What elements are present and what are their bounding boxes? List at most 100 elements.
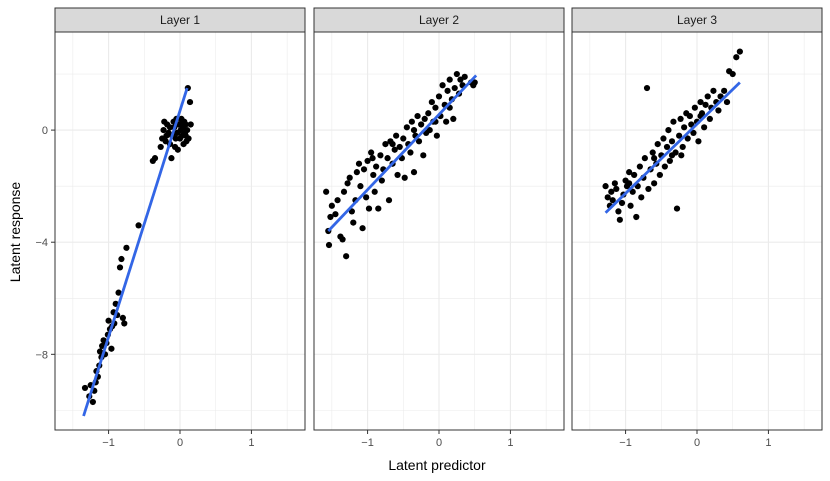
data-point [382,141,389,148]
data-point [660,135,667,142]
data-point [629,188,636,195]
data-point [723,98,731,106]
data-point [451,84,458,92]
data-point [364,157,371,165]
data-point [377,152,384,159]
data-point [332,211,339,218]
data-point [444,87,451,94]
data-point [626,169,633,176]
y-tick-label: −8 [35,349,48,361]
x-tick-label: −1 [361,437,374,449]
data-point [323,188,330,195]
data-point [688,121,695,128]
data-point [135,222,142,229]
data-point [396,143,403,151]
data-point [729,70,736,78]
data-point [353,169,360,176]
data-point [187,121,194,128]
data-point [636,163,643,170]
data-point [604,194,611,201]
data-point [706,115,713,122]
data-point [613,185,620,193]
data-point [432,104,439,111]
data-point [611,180,618,187]
data-point [384,155,391,162]
data-point [350,219,357,226]
data-point [690,129,697,136]
data-point [365,205,373,212]
data-point [407,149,414,156]
data-point [439,82,446,89]
data-point [160,127,167,134]
data-point [410,169,418,176]
data-point [471,79,478,86]
data-point [81,384,89,392]
data-point [369,155,376,162]
data-point [616,216,623,223]
data-point [115,289,122,296]
data-point [631,171,638,179]
data-point [340,188,348,195]
data-point [686,112,693,120]
data-point [665,127,672,134]
data-point [691,104,698,111]
data-point [186,98,194,106]
data-point [679,143,686,151]
data-point [96,348,104,355]
data-point [426,127,433,134]
data-point [370,171,377,179]
data-point [710,87,717,94]
data-point [618,199,626,207]
fit-line [604,81,741,214]
data-point [428,98,435,106]
y-axis-title: Latent response [7,182,23,283]
data-point [121,320,128,327]
data-point [355,160,363,167]
data-point [684,135,691,142]
data-point [89,398,96,406]
data-point [408,118,415,125]
data-point [363,194,370,201]
data-point [666,157,673,165]
data-point [357,183,364,190]
data-point [626,180,633,187]
data-point [643,84,651,92]
data-point [172,135,179,142]
data-point [651,180,658,187]
data-point [157,143,164,151]
y-tick-label: 0 [42,125,48,137]
data-point [654,141,661,148]
data-point [418,121,425,128]
data-point [715,107,722,114]
data-point [168,155,175,162]
facet-panel-2: Layer 2 [313,7,565,431]
data-point [325,241,333,249]
data-point [609,197,616,204]
data-point [677,115,684,122]
facets-layer: Layer 1 Layer 2 Layer 3 [54,7,823,431]
x-tick-label: 0 [694,437,700,449]
data-point [446,76,453,83]
data-point [608,188,615,195]
data-point [450,115,457,122]
data-point [171,143,179,151]
data-point [678,152,685,159]
data-point [401,174,408,181]
data-point [670,118,677,125]
data-point [359,225,366,232]
data-point [391,146,398,153]
data-point [602,183,609,190]
data-point [375,205,382,212]
data-point [721,87,728,94]
data-point [695,138,702,145]
data-point [151,155,159,162]
data-point [166,124,174,131]
data-point [385,197,393,204]
data-point [339,236,346,243]
data-point [433,132,440,139]
data-point [668,138,676,145]
axes-layer: −1 0 1 −1 0 1 −1 0 1 −8 −4 0 [35,125,771,449]
data-point [697,98,704,106]
data-point [420,152,427,159]
